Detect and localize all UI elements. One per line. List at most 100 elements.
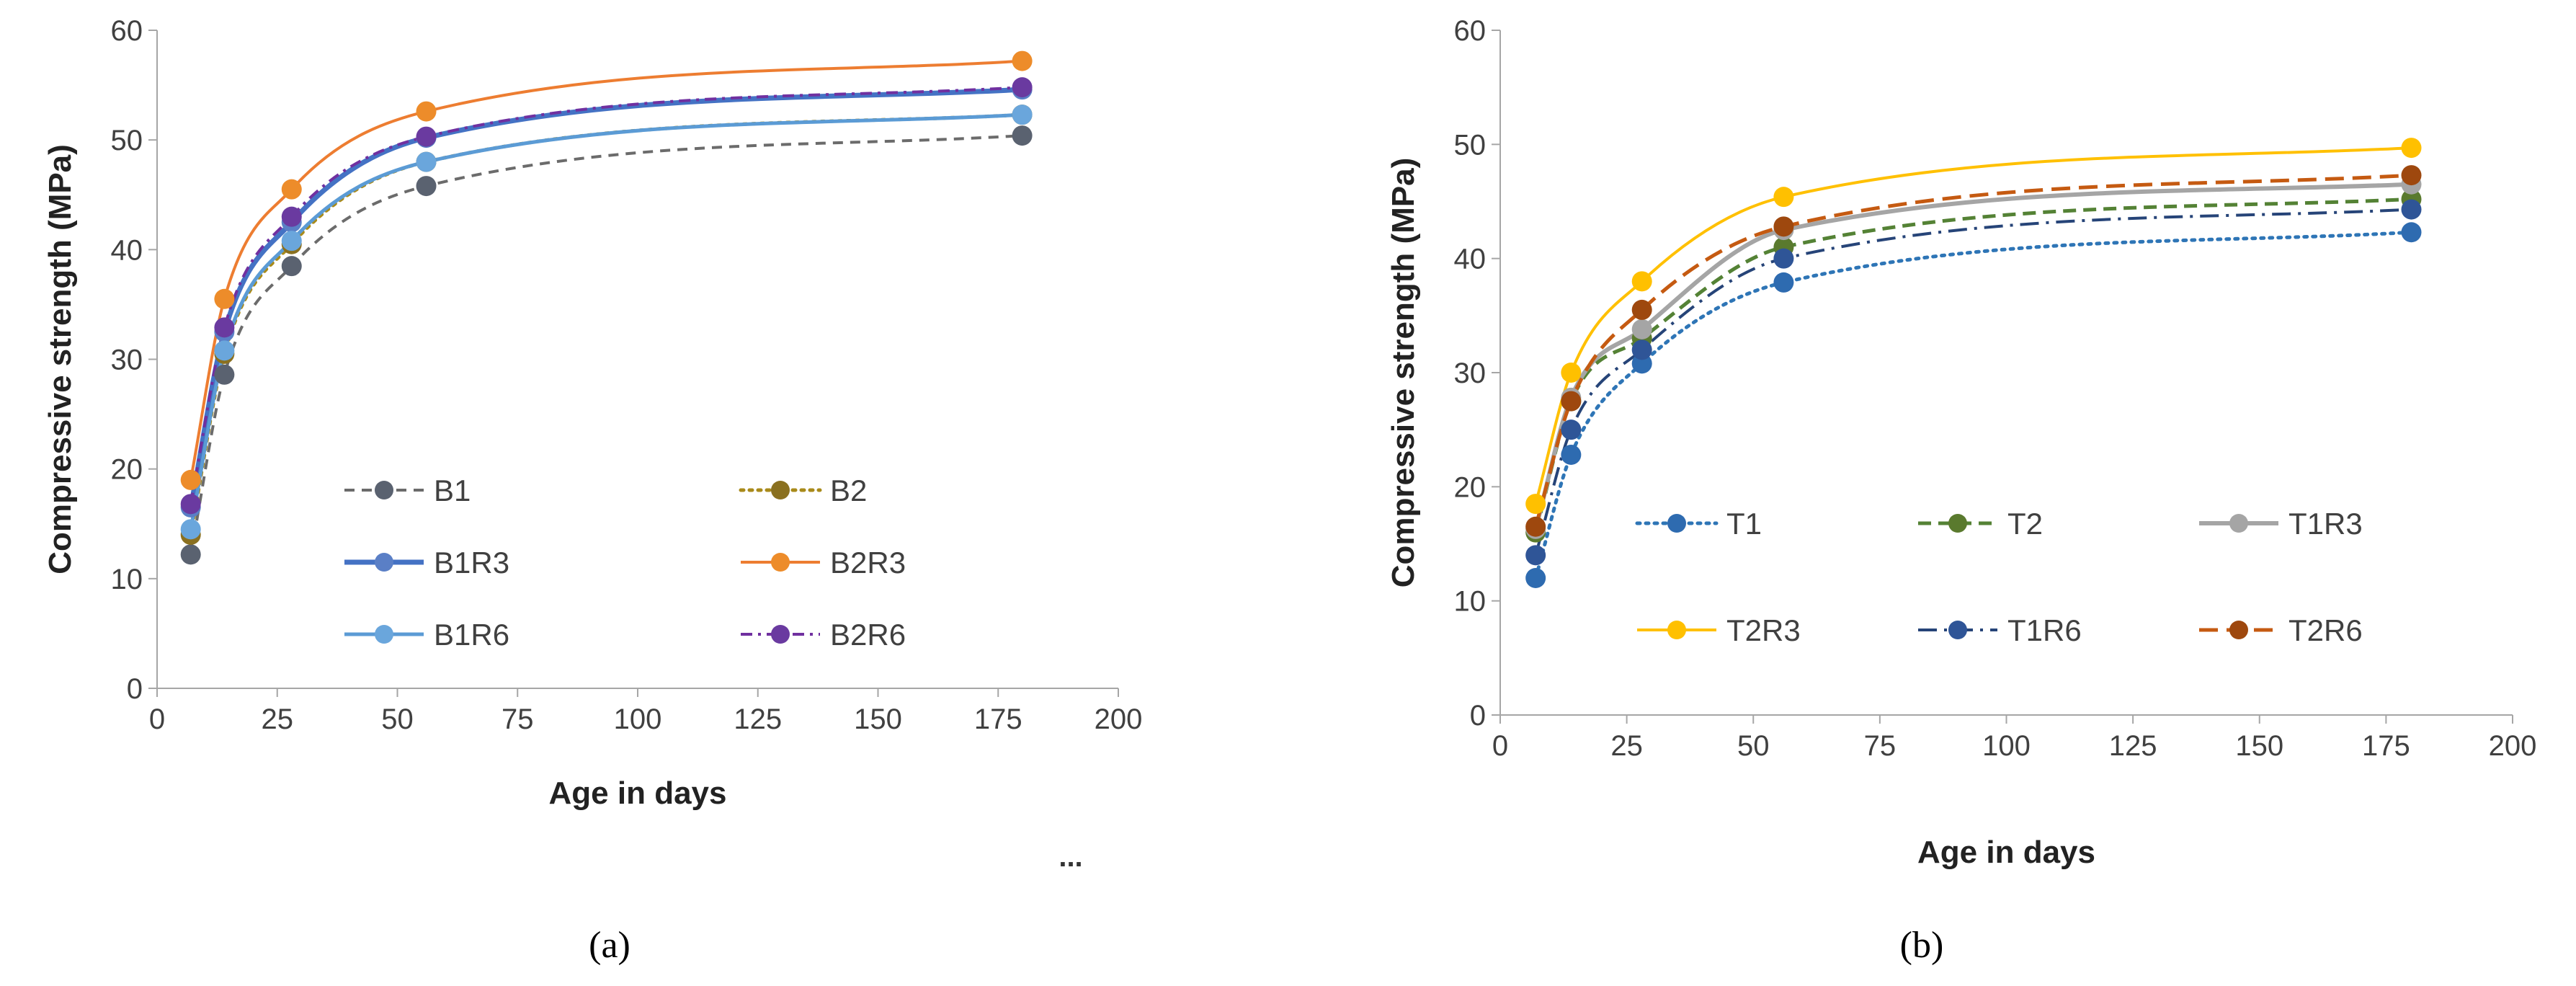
x-tick-label: 75	[502, 703, 534, 735]
data-point-b2r6	[180, 494, 201, 515]
legend-label-t1r3: T1R3	[2288, 507, 2363, 541]
data-point-t2r3	[1773, 187, 1794, 208]
y-tick-label: 30	[111, 345, 143, 376]
y-tick-label: 50	[1454, 129, 1487, 161]
x-tick-label: 0	[1492, 730, 1508, 762]
x-tick-label: 125	[734, 703, 782, 735]
chart-a-legend: B1 B2 B1R3 B2R3 B1R6 B2R6	[344, 474, 906, 652]
legend-marker-b2r3	[771, 553, 790, 572]
legend-label-b1r6: B1R6	[434, 618, 509, 652]
data-point-b2r3	[416, 101, 437, 122]
legend-marker-t1	[1667, 514, 1686, 533]
chart-b-ylabel: Compressive strength (MPa)	[1386, 158, 1421, 588]
x-tick-label: 175	[2362, 730, 2410, 762]
x-tick-label: 200	[2489, 730, 2537, 762]
x-tick-label: 200	[1095, 703, 1143, 735]
data-point-b2r6	[214, 317, 235, 338]
y-tick-label: 20	[1454, 471, 1487, 503]
data-point-t1r6	[1525, 545, 1546, 566]
y-tick-label: 40	[1454, 244, 1487, 275]
data-point-t2r6	[1631, 299, 1652, 320]
series-line-b2r3	[189, 59, 1022, 481]
data-point-b2r3	[180, 469, 201, 490]
legend-marker-b2	[771, 481, 790, 499]
legend-marker-t1r6	[1948, 621, 1967, 639]
data-point-t1r3	[1631, 319, 1652, 339]
chart-a-markers	[180, 50, 1033, 565]
x-tick-label: 25	[262, 703, 294, 735]
data-point-t1r6	[1631, 339, 1652, 360]
data-point-t2r3	[2401, 138, 2422, 159]
data-point-t1r6	[1773, 248, 1794, 269]
chart-b-series-lines	[1533, 146, 2413, 580]
legend-marker-b1r6	[375, 625, 393, 644]
x-tick-label: 100	[1982, 730, 2031, 762]
x-tick-label: 175	[974, 703, 1022, 735]
data-point-b1r6	[281, 231, 302, 252]
data-point-t2r6	[1773, 216, 1794, 237]
x-tick-label: 75	[1864, 730, 1897, 762]
y-tick-label: 50	[111, 125, 143, 156]
series-line-b1	[189, 134, 1022, 555]
panel-label-a: (a)	[589, 925, 630, 966]
legend-marker-b2r6	[771, 625, 790, 644]
chart-a: 0 10 20 30 40 50 60 0 25 50 75 100 125 150 175 200 B1 B2…	[43, 15, 1142, 966]
y-tick-label: 0	[127, 673, 143, 705]
legend-label-b2: B2	[830, 474, 867, 507]
legend-marker-b1	[375, 481, 393, 499]
series-line-t2	[1533, 197, 2412, 533]
y-tick-label: 20	[111, 454, 143, 486]
legend-label-t2r3: T2R3	[1726, 613, 1801, 647]
data-point-t2r3	[1561, 363, 1582, 383]
chart-b-markers	[1525, 138, 2422, 588]
y-tick-label: 60	[1454, 15, 1487, 47]
chart-a-axes: 0 10 20 30 40 50 60 0 25 50 75 100 125 150 175 200	[111, 15, 1143, 735]
legend-label-b1r3: B1R3	[434, 546, 509, 579]
data-point-t2r6	[1561, 391, 1582, 412]
chart-b-axes: 0 10 20 30 40 50 60 0 25 50 75 100 125 150 175 200	[1454, 15, 2537, 762]
y-tick-label: 40	[111, 234, 143, 266]
series-line-b1r3	[188, 86, 1022, 508]
series-line-b1r6	[189, 112, 1022, 530]
data-point-t1	[1773, 272, 1794, 293]
y-tick-label: 10	[1454, 586, 1487, 618]
data-point-t1r6	[2401, 199, 2422, 220]
legend-marker-t2r6	[2229, 621, 2248, 639]
x-tick-label: 150	[854, 703, 902, 735]
legend-label-b2r6: B2R6	[830, 618, 906, 652]
x-tick-label: 100	[614, 703, 662, 735]
data-point-b2r3	[1012, 50, 1033, 71]
chart-a-ellipsis: ...	[1059, 841, 1082, 873]
data-point-b1	[214, 364, 235, 385]
series-line-b2	[189, 112, 1025, 537]
legend-marker-t2r3	[1667, 621, 1686, 639]
data-point-b2r6	[416, 126, 437, 147]
x-tick-label: 50	[381, 703, 414, 735]
chart-a-series-lines	[188, 59, 1025, 555]
chart-a-xlabel: Age in days	[549, 776, 727, 811]
data-point-t2r3	[1525, 494, 1546, 515]
data-point-t2r6	[1525, 516, 1546, 537]
chart-b-legend: T1 T2 T1R3 T2R3 T1R6 T2R6	[1635, 507, 2363, 647]
x-tick-label: 0	[149, 703, 165, 735]
data-point-b1	[1012, 125, 1033, 146]
series-line-t2r3	[1534, 146, 2412, 505]
chart-b-xlabel: Age in days	[1917, 835, 2095, 870]
x-tick-label: 150	[2235, 730, 2283, 762]
data-point-b1r6	[214, 340, 235, 361]
legend-label-b1: B1	[434, 474, 471, 507]
data-point-b2r3	[281, 179, 302, 200]
y-tick-label: 60	[111, 15, 143, 47]
data-point-b1	[180, 544, 201, 565]
data-point-b2r6	[281, 206, 302, 227]
legend-label-b2r3: B2R3	[830, 546, 906, 579]
panel-label-b: (b)	[1900, 925, 1944, 966]
legend-label-t1: T1	[1726, 507, 1762, 541]
data-point-b2r6	[1012, 77, 1033, 98]
legend-marker-t2	[1948, 514, 1967, 533]
data-point-t2r3	[1631, 271, 1652, 292]
data-point-b1r6	[180, 519, 201, 540]
data-point-b2r3	[214, 288, 235, 309]
legend-marker-b1r3	[375, 553, 393, 572]
x-tick-label: 125	[2109, 730, 2157, 762]
